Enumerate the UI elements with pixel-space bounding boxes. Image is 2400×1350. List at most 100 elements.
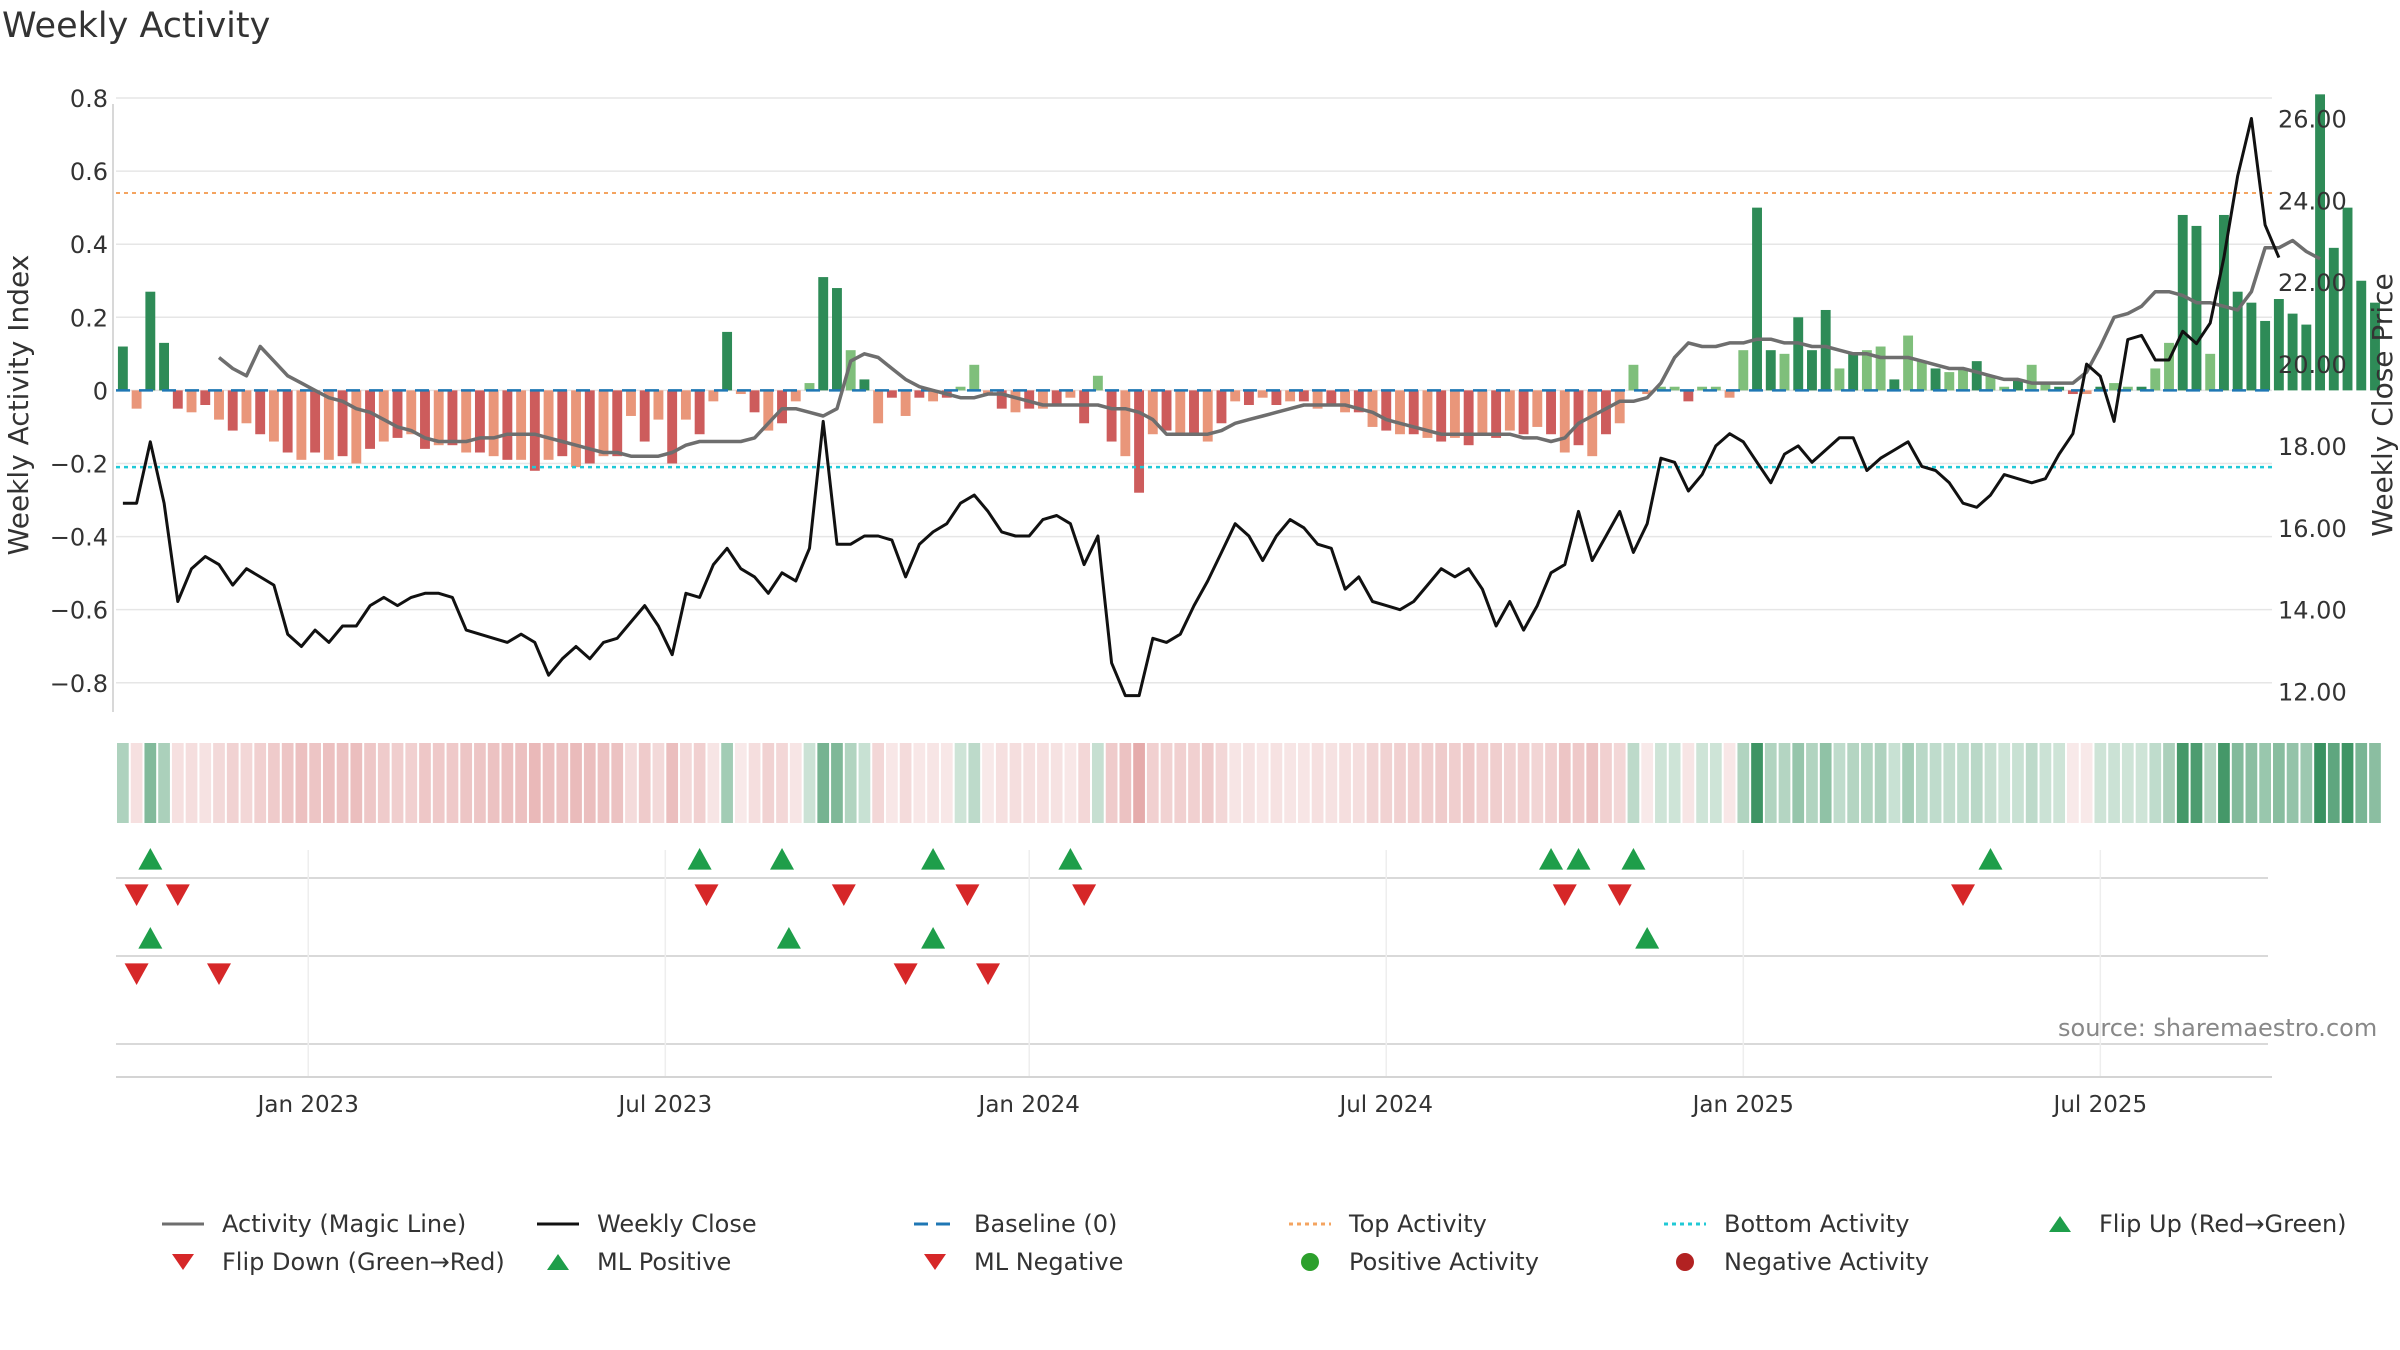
x-tick-label: Jul 2023 (616, 1092, 712, 1118)
heat-cell (1915, 743, 1928, 823)
activity-bar (351, 390, 362, 464)
heat-cell (1229, 743, 1242, 823)
heat-cell (1929, 743, 1942, 823)
activity-bar (1587, 390, 1598, 457)
heat-cell (460, 743, 473, 823)
activity-bar (488, 390, 499, 457)
flip-down-marker (1951, 884, 1976, 906)
heat-cell (240, 743, 253, 823)
activity-bar (598, 390, 609, 457)
flip-down-marker (124, 884, 149, 906)
activity-bar (474, 390, 485, 453)
heat-cell (1435, 743, 1448, 823)
activity-bar (447, 390, 458, 446)
heat-cell (515, 743, 527, 823)
flip-down-marker (1607, 884, 1632, 906)
activity-bar (172, 390, 183, 409)
activity-bar (406, 390, 417, 435)
ml-positive-marker (776, 927, 801, 949)
activity-bar (1147, 390, 1158, 435)
heat-cell (2245, 743, 2258, 823)
heat-cell (391, 743, 404, 823)
heat-cell (803, 743, 816, 823)
activity-bar (186, 390, 197, 413)
flip-up-marker (921, 848, 946, 870)
activity-bar (1202, 390, 1213, 442)
y-tick-label-right: 20.00 (2278, 351, 2347, 379)
heat-cell (1709, 743, 1722, 823)
activity-bar (735, 390, 746, 395)
heat-cell (707, 743, 720, 823)
y-tick-label-left: −0.4 (50, 524, 108, 552)
activity-bar (1079, 390, 1090, 424)
heat-cell (1064, 743, 1077, 823)
heat-cell (226, 743, 239, 823)
activity-bar (983, 390, 993, 395)
heat-cell (1861, 743, 1873, 823)
heat-cell (2190, 743, 2203, 823)
heat-cell (1613, 743, 1626, 823)
heat-cell (1201, 743, 1214, 823)
x-tick-label: Jul 2025 (2052, 1092, 2148, 1118)
activity-bar (1463, 390, 1474, 446)
activity-bar (1065, 390, 1076, 398)
heat-cell (1545, 743, 1557, 823)
heat-cell (1092, 743, 1104, 823)
activity-bar (2067, 390, 2078, 395)
activity-bar (2095, 386, 2106, 391)
heat-cell (1572, 743, 1585, 823)
flip-down-marker (165, 884, 190, 906)
heat-cell (913, 743, 926, 823)
flip-down-marker (831, 884, 856, 906)
activity-bar (1752, 207, 1762, 391)
heat-cell (1476, 743, 1489, 823)
x-tick-label: Jul 2024 (1337, 1092, 1433, 1118)
activity-bar (2273, 299, 2284, 391)
activity-bar (1477, 390, 1488, 435)
activity-bar (2356, 280, 2367, 391)
x-tick-label: Jan 2025 (1691, 1092, 1794, 1118)
activity-bar (1449, 390, 1460, 438)
activity-bar (2218, 214, 2229, 391)
activity-bar (378, 390, 389, 442)
heat-cell (1023, 743, 1036, 823)
heat-cell (254, 743, 267, 823)
activity-bar (2246, 302, 2257, 391)
legend-label: Bottom Activity (1724, 1210, 1910, 1238)
activity-bar (433, 390, 444, 446)
heat-cell (1943, 743, 1956, 823)
activity-bar (914, 390, 925, 398)
activity-bar (2054, 386, 2065, 391)
heat-cell (1490, 743, 1502, 823)
y-tick-label-left: 0.2 (70, 304, 108, 332)
heat-cell (1641, 743, 1654, 823)
activity-bar (365, 390, 375, 449)
activity-bar (1326, 390, 1337, 405)
activity-bar (145, 291, 156, 391)
y-axis-title-left: Weekly Activity Index (2, 255, 35, 556)
heat-cell (940, 743, 953, 823)
activity-bar (2081, 390, 2092, 395)
activity-bar (1381, 390, 1392, 431)
heat-cell (1668, 743, 1681, 823)
activity-bar (1106, 390, 1117, 442)
activity-bar (804, 383, 815, 391)
activity-bar (1092, 375, 1103, 391)
y-tick-label-left: 0 (93, 377, 108, 405)
heat-cell (693, 743, 706, 823)
activity-bar (818, 277, 829, 391)
heat-cell (858, 743, 871, 823)
activity-bar (2013, 379, 2023, 391)
heat-cell (1297, 743, 1310, 823)
flip-up-marker (770, 848, 795, 870)
activity-bar (1353, 390, 1364, 413)
activity-bar (1848, 353, 1859, 391)
legend-label: Top Activity (1349, 1210, 1487, 1238)
heat-cell (1270, 743, 1283, 823)
heat-cell (1970, 743, 1983, 823)
ml-positive-marker (1635, 927, 1660, 949)
heat-cell (1998, 743, 2011, 823)
ml-negative-marker (893, 963, 918, 985)
flip-down-marker (1072, 884, 1097, 906)
heat-cell (295, 743, 308, 823)
